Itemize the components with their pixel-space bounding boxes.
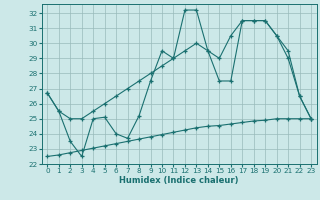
X-axis label: Humidex (Indice chaleur): Humidex (Indice chaleur) (119, 176, 239, 185)
